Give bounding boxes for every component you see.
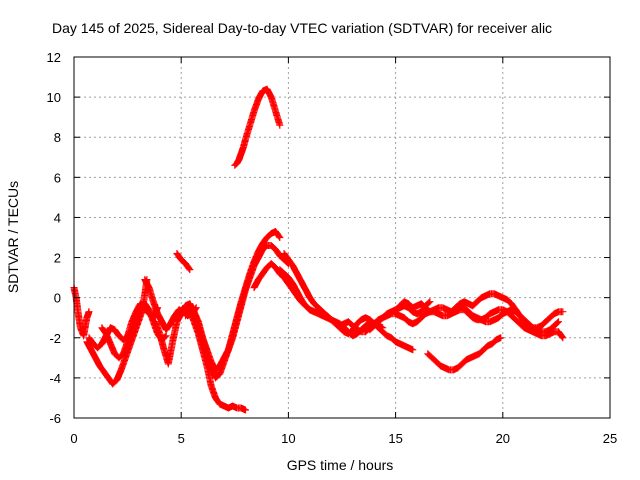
x-tick-label: 5 xyxy=(178,431,185,446)
x-tick-label: 15 xyxy=(388,431,402,446)
plot-frame xyxy=(73,56,611,419)
y-tick-label: 0 xyxy=(54,291,61,306)
axis-ticks: 0 5 10 15 20 25 -6 -4 -2 0 2 4 6 8 10 12 xyxy=(47,50,618,446)
x-tick-label: 25 xyxy=(603,431,617,446)
data-points xyxy=(70,85,567,414)
y-tick-label: 12 xyxy=(47,50,61,65)
y-tick-label: -2 xyxy=(49,331,61,346)
y-tick-label: 8 xyxy=(54,130,61,145)
y-tick-label: 4 xyxy=(54,210,61,225)
x-tick-label: 20 xyxy=(496,431,510,446)
series-sat-h xyxy=(173,250,194,274)
y-axis-label: SDTVAR / TECUs xyxy=(5,181,21,293)
series-sat-p xyxy=(424,334,505,374)
series-sat-i xyxy=(182,306,249,414)
y-tick-label: 6 xyxy=(54,170,61,185)
x-axis-label: GPS time / hours xyxy=(287,457,394,473)
series-sat-j xyxy=(231,85,284,169)
chart-title: Day 145 of 2025, Sidereal Day-to-day VTE… xyxy=(52,20,552,36)
y-tick-label: 10 xyxy=(47,90,61,105)
x-tick-label: 10 xyxy=(281,431,295,446)
y-tick-label: -6 xyxy=(49,411,61,426)
series-sat-q xyxy=(456,302,562,336)
x-tick-label: 0 xyxy=(70,431,77,446)
series-sat-m xyxy=(280,250,387,340)
y-tick-label: -4 xyxy=(49,371,61,386)
y-tick-label: 2 xyxy=(54,251,61,266)
grid-lines xyxy=(74,57,610,418)
